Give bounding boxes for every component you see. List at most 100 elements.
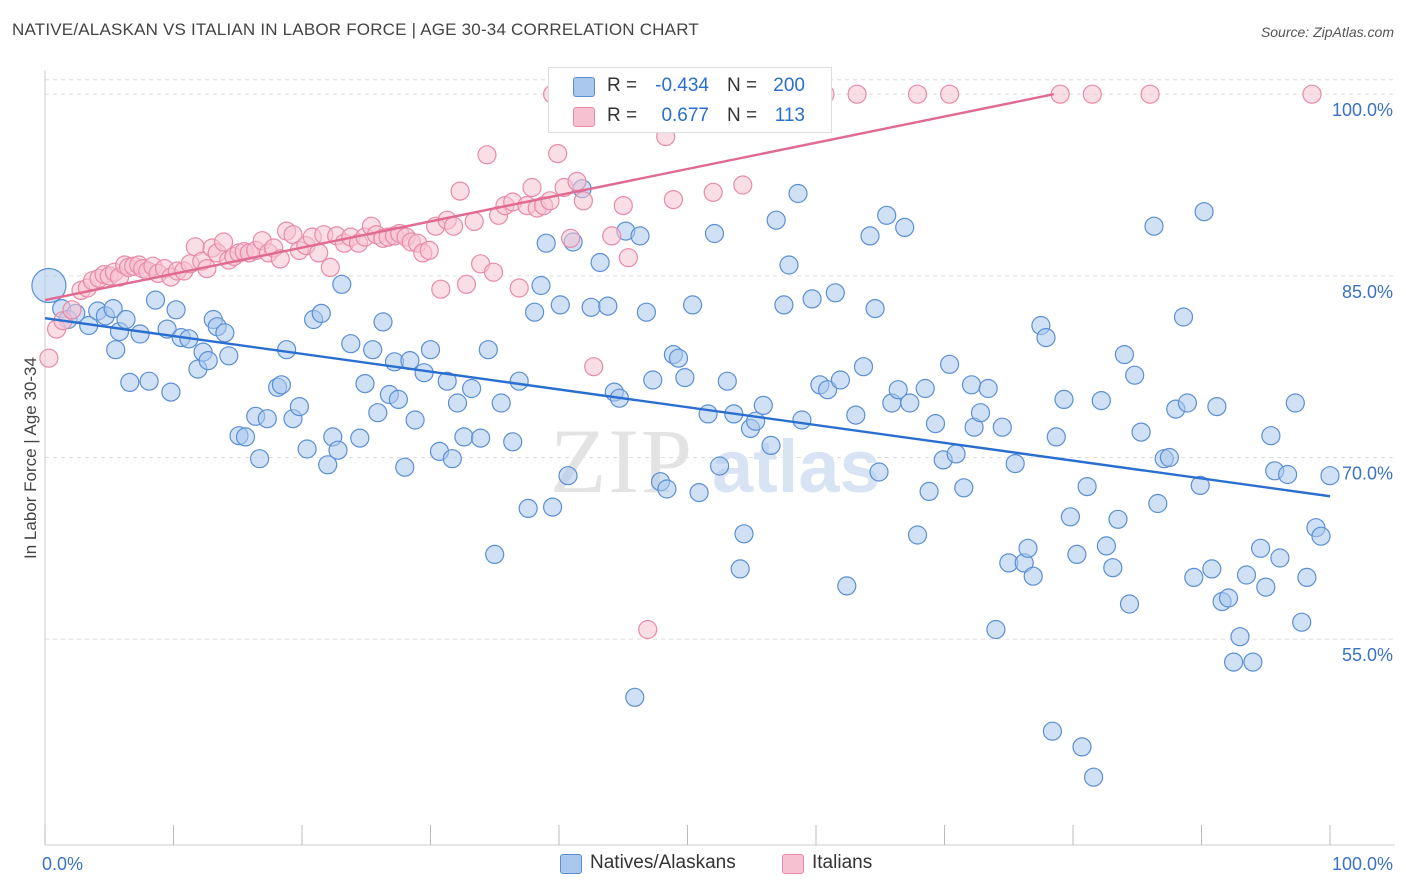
italians-point [419, 240, 439, 260]
italians-point [847, 84, 867, 104]
italians-point [39, 348, 59, 368]
italians-point [509, 278, 529, 298]
natives-point [368, 403, 388, 423]
natives-point [395, 457, 415, 477]
natives-point [978, 378, 998, 399]
natives-point [332, 274, 352, 294]
natives-point [1223, 652, 1244, 672]
legend-row-natives: R = -0.434 N = 200 [549, 70, 831, 102]
natives-point [774, 295, 794, 315]
italians-point [1302, 84, 1322, 104]
natives-point [442, 449, 462, 469]
natives-points [31, 179, 1340, 787]
natives-point [636, 302, 657, 322]
natives-point [420, 340, 441, 360]
legend-swatch-natives [573, 77, 595, 97]
natives-point [761, 435, 781, 455]
natives-point [1023, 566, 1043, 586]
natives-point [643, 370, 663, 390]
natives-point [1091, 391, 1111, 411]
natives-point [837, 576, 857, 596]
natives-point [311, 303, 331, 323]
italians-point [464, 211, 484, 231]
series-legend: Natives/Alaskans Italians [0, 852, 1406, 876]
natives-point [1131, 422, 1151, 442]
italians-point [573, 191, 594, 211]
natives-point [373, 312, 393, 332]
natives-point [235, 427, 256, 447]
natives-point [1054, 389, 1074, 409]
natives-point [405, 410, 425, 430]
italians-point [483, 262, 504, 282]
natives-point [730, 559, 750, 579]
natives-point [297, 439, 317, 459]
natives-point [590, 252, 610, 273]
natives-point [939, 354, 960, 374]
natives-point [542, 497, 563, 517]
natives-point [919, 481, 939, 501]
natives-point [1236, 565, 1257, 585]
natives-point [986, 619, 1006, 640]
legend-r-label: R = [607, 75, 638, 96]
natives-point [491, 393, 511, 413]
natives-point [1060, 507, 1081, 527]
italians-point [540, 191, 560, 211]
natives-point [709, 456, 730, 476]
y-tick-label: 85.0% [1342, 282, 1393, 302]
natives-point [888, 380, 908, 400]
natives-point [341, 334, 361, 354]
natives-point [462, 378, 482, 399]
natives-point [1114, 345, 1135, 365]
natives-point [524, 302, 545, 322]
italians-point [584, 357, 604, 377]
natives-point [388, 389, 408, 409]
natives-point [31, 267, 67, 304]
natives-point [830, 370, 851, 390]
natives-point [682, 295, 703, 315]
natives-point [271, 375, 291, 395]
legend-swatch-natives [560, 854, 582, 874]
italians-point [567, 171, 587, 191]
italians-point [1140, 84, 1160, 104]
x-tick-label: 0.0% [42, 854, 83, 874]
italians-point [1082, 84, 1102, 104]
italians-point [431, 279, 451, 299]
italians-trend-line [44, 93, 1054, 302]
natives-point [350, 428, 370, 448]
natives-point [625, 687, 645, 707]
natives-point [531, 275, 551, 296]
natives-point [869, 462, 889, 482]
italians-point [450, 181, 470, 201]
natives-point [734, 524, 754, 544]
italians-point [522, 177, 542, 198]
italians-point [444, 216, 464, 236]
natives-point [1297, 567, 1317, 588]
italians-point [270, 249, 290, 269]
natives-point [1148, 493, 1168, 514]
natives-point [1320, 466, 1340, 486]
legend-label-natives: Natives/Alaskans [590, 852, 736, 873]
natives-point [363, 340, 383, 360]
natives-point [1067, 544, 1087, 565]
x-tick-label: 100.0% [1332, 854, 1393, 874]
grid-lines [45, 79, 1395, 640]
natives-point [116, 309, 136, 330]
natives-point [668, 348, 689, 368]
natives-point [825, 283, 845, 303]
y-tick-label: 100.0% [1332, 100, 1393, 120]
natives-point [1173, 307, 1194, 327]
natives-point [779, 255, 799, 275]
natives-point [215, 323, 235, 343]
natives-point [1119, 594, 1140, 614]
legend-n-value: 113 [774, 105, 805, 126]
y-tick-label: 55.0% [1342, 645, 1393, 665]
natives-point [558, 466, 578, 486]
natives-point [1144, 216, 1164, 236]
natives-point [846, 405, 866, 425]
legend-r-value: -0.434 [655, 75, 709, 96]
tick-labels: 100.0% 85.0% 70.0% 55.0% 0.0% 100.0% [42, 100, 1393, 874]
italians-point [733, 175, 753, 195]
natives-point [946, 444, 966, 464]
natives-point [198, 351, 218, 371]
